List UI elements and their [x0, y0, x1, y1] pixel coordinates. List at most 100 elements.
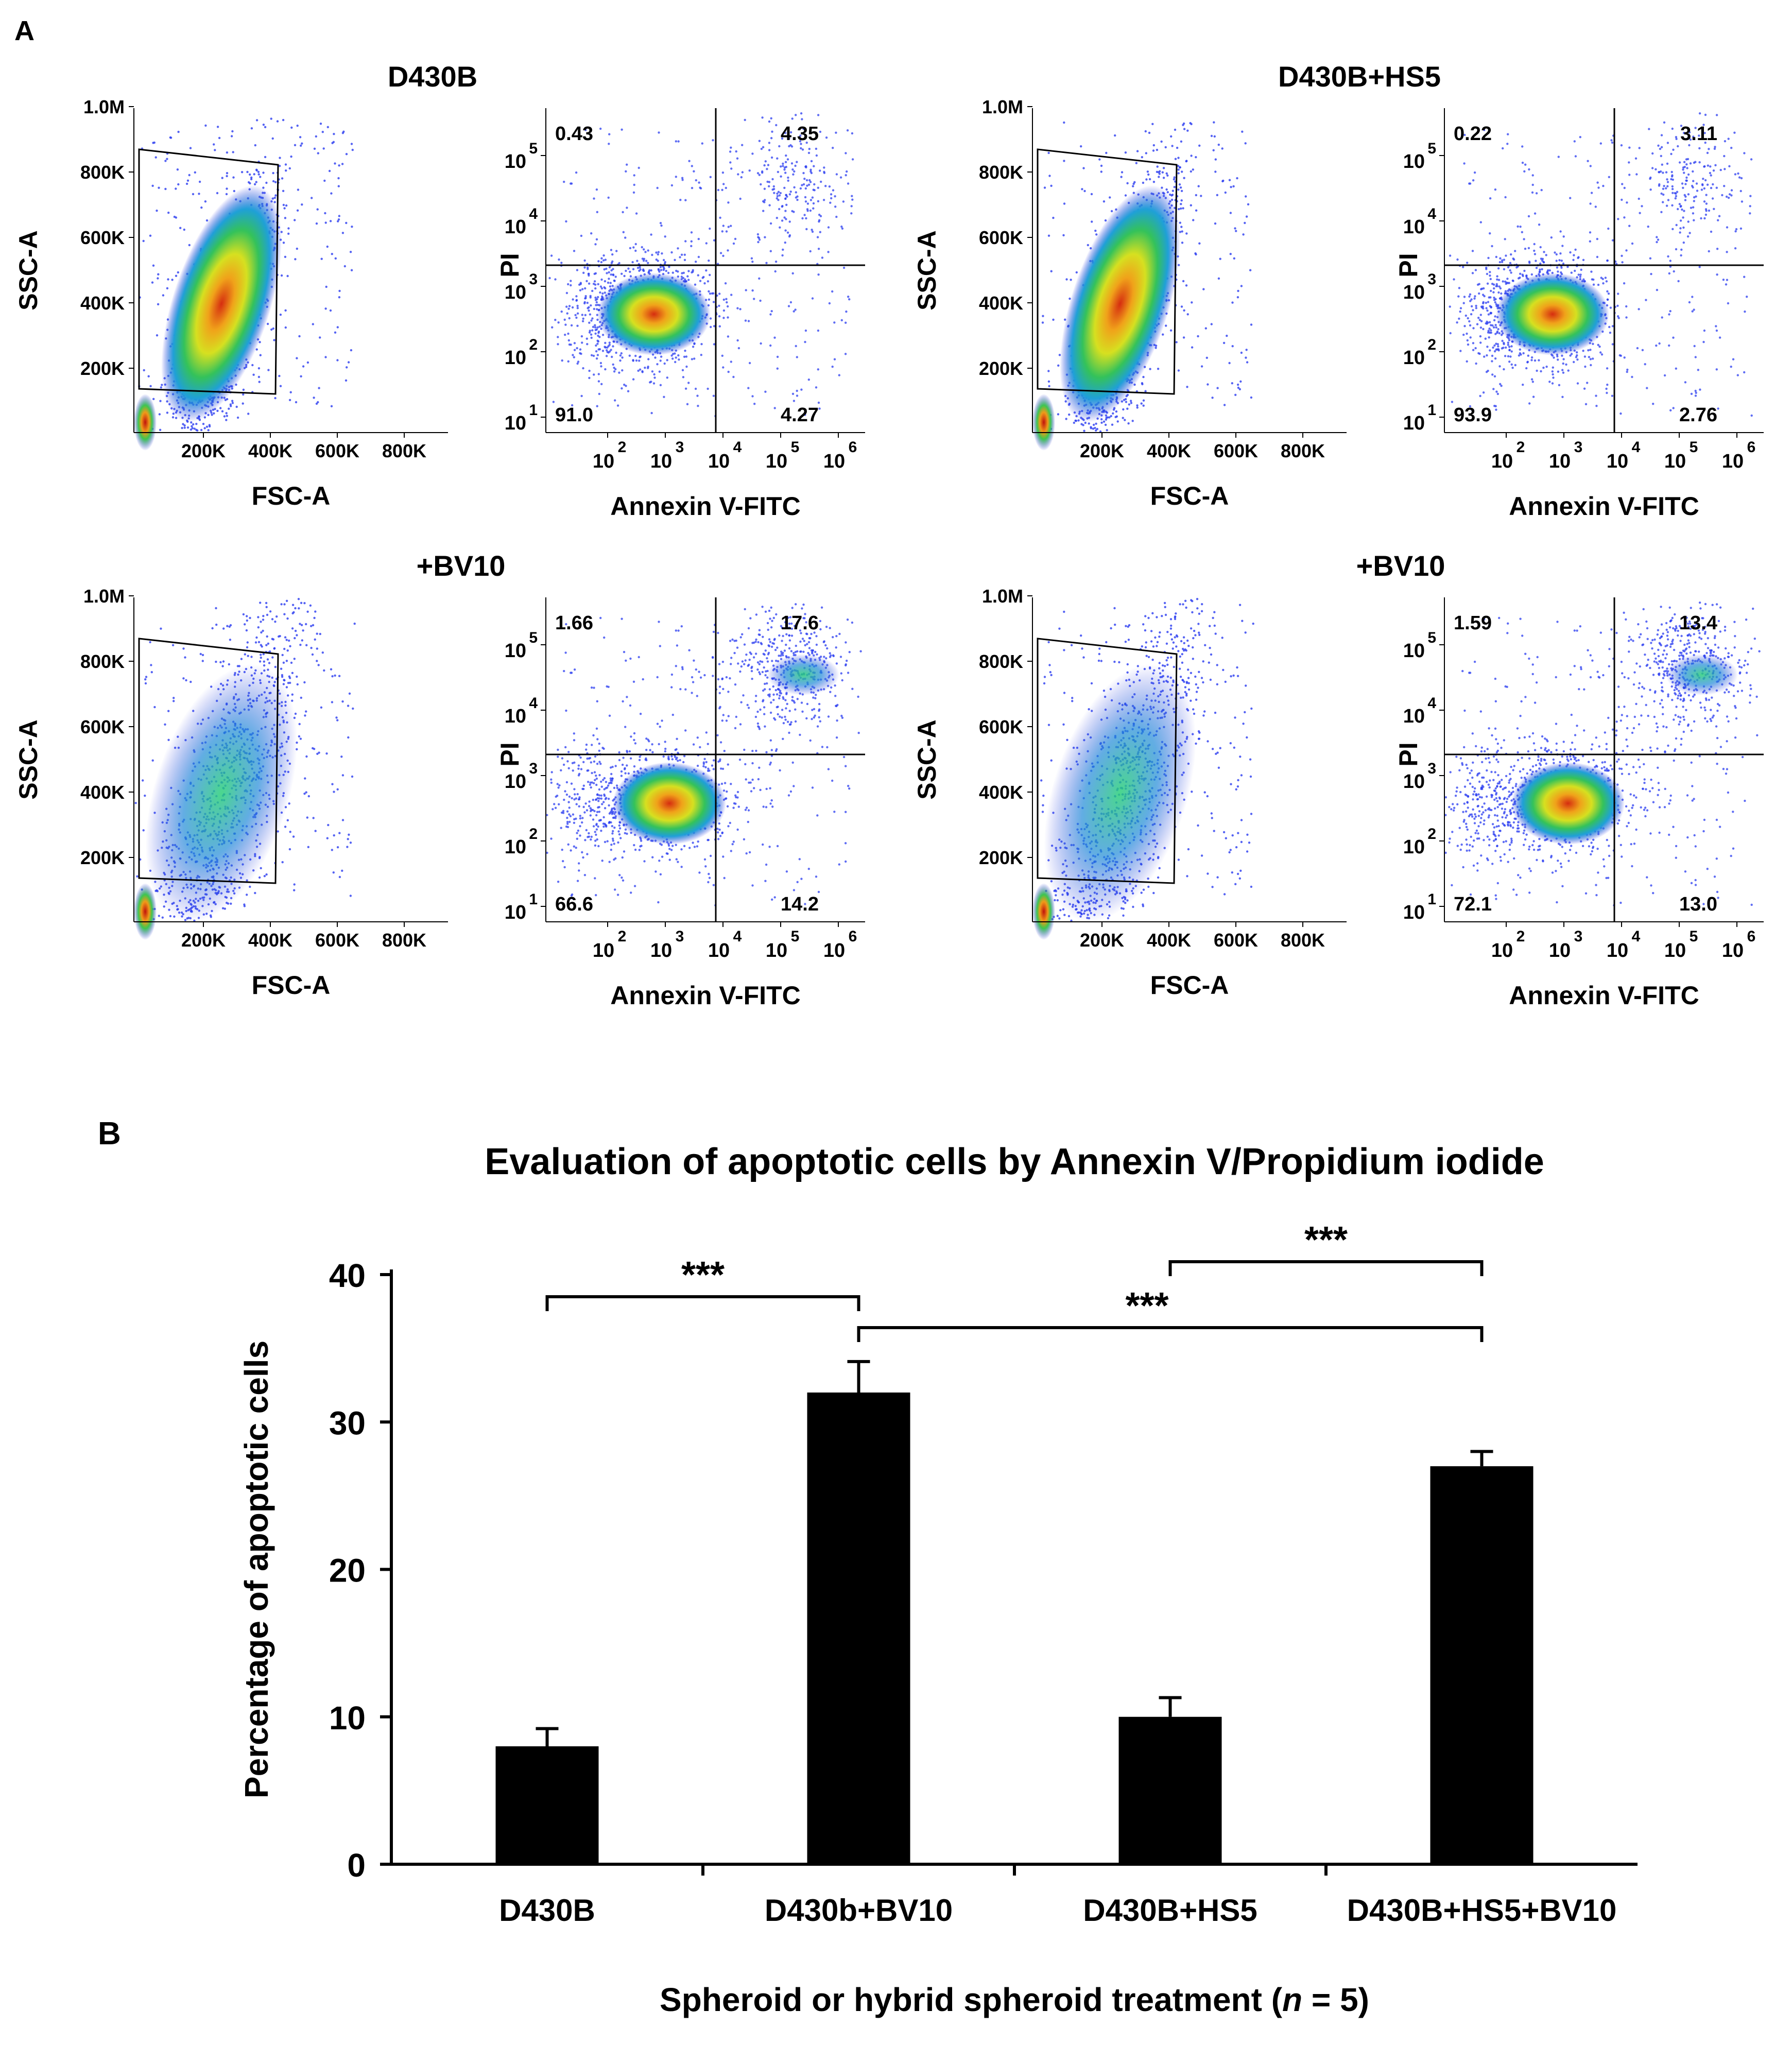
y-tick-exponent: 4 [529, 205, 538, 222]
y-axis-label: PI [495, 253, 524, 277]
quadrant-value-upper-left: 1.66 [555, 612, 593, 634]
x-tick-label: 200K [1080, 930, 1124, 951]
x-tick-label: 10 [823, 940, 845, 961]
x-axis-label: Annexin V-FITC [1509, 492, 1699, 521]
significance-bracket [1168, 1260, 1484, 1276]
y-tick-label: 600K [80, 227, 125, 248]
x-tick-label: 400K [248, 440, 292, 461]
gate-polygon [138, 638, 279, 884]
x-axis-label: FSC-A [1150, 971, 1229, 1000]
gate-polygon [1037, 638, 1178, 884]
x-tick-label: 200K [181, 440, 226, 461]
x-tick-label: 400K [1147, 440, 1191, 461]
condition-title: +BV10 [417, 549, 506, 582]
y-tick-label: 10 [1403, 902, 1425, 923]
x-tick-exponent: 3 [1574, 439, 1583, 456]
y-tick-exponent: 2 [1427, 826, 1436, 843]
y-tick-label: 10 [505, 151, 526, 173]
x-tick-label: 10 [1607, 451, 1628, 472]
y-axis-label: PI [495, 742, 524, 766]
y-tick-exponent: 5 [1427, 140, 1436, 157]
x-tick-label: 400K [248, 930, 292, 951]
x-tick-label: 10 [1549, 940, 1571, 961]
y-tick-label: 600K [979, 227, 1023, 248]
x-tick-label: 10 [1664, 451, 1686, 472]
panel-a: 200K 400K 600K 800K 200K 400K 600K 800K 1.0M FSC-… [14, 60, 1764, 1010]
quadrant-value-lower-left: 72.1 [1454, 893, 1492, 915]
x-tick-label: 600K [1214, 930, 1258, 951]
live-cell-cluster [1511, 762, 1625, 845]
y-tick-exponent: 4 [529, 695, 538, 712]
y-tick-label: 1.0M [982, 586, 1023, 607]
y-tick-label: 600K [80, 716, 125, 737]
scatter-plot-3: 200K 400K 600K 800K 200K 400K 600K 800K 1.0M FSC-… [14, 586, 448, 1000]
x-tick-label: 10 [766, 451, 787, 472]
quadrant-value-lower-right: 2.76 [1679, 404, 1717, 426]
x-tick-label: 10 [823, 451, 845, 472]
y-tick-label: 800K [979, 162, 1023, 183]
y-tick-label: 10 [329, 1699, 366, 1737]
y-tick-exponent: 2 [529, 336, 538, 353]
x-tick-exponent: 5 [791, 439, 800, 456]
y-tick-label: 200K [80, 847, 125, 868]
y-tick-label: 400K [979, 782, 1023, 803]
y-tick-label: 10 [505, 836, 526, 858]
y-tick-exponent: 3 [1427, 760, 1436, 777]
y-tick-label: 200K [80, 358, 125, 379]
y-tick-label: 10 [505, 640, 526, 662]
y-axis-label: Percentage of apoptotic cells [238, 1341, 275, 1798]
x-tick-label: 800K [1281, 930, 1325, 951]
scatter-plot-4: 200K 400K 600K 800K 200K 400K 600K 800K 1.0M FSC-… [912, 586, 1347, 1000]
significance-label: *** [681, 1255, 725, 1296]
y-tick-label: 800K [80, 651, 125, 672]
x-tick-label: 800K [382, 930, 426, 951]
y-tick-label: 10 [1403, 216, 1425, 238]
x-tick-exponent: 2 [1517, 928, 1525, 945]
y-tick-label: 0 [347, 1847, 366, 1884]
density-core [1060, 185, 1180, 423]
x-tick-exponent: 4 [733, 439, 742, 456]
x-tick-label: 200K [1080, 440, 1124, 461]
y-tick-exponent: 1 [1427, 402, 1436, 419]
debris-cluster [1032, 883, 1055, 940]
x-tick-exponent: 3 [676, 439, 684, 456]
density-core [145, 664, 298, 922]
x-tick-label: 10 [593, 940, 614, 961]
gate-polygon [138, 148, 279, 395]
y-tick-exponent: 3 [1427, 271, 1436, 288]
y-tick-label: 600K [979, 716, 1023, 737]
y-tick-exponent: 1 [1427, 891, 1436, 908]
significance-label: *** [1125, 1285, 1168, 1327]
category-label: D430b+BV10 [765, 1893, 953, 1928]
x-tick-label: 10 [1491, 451, 1513, 472]
y-tick-label: 10 [1403, 640, 1425, 662]
significance-bracket [545, 1295, 860, 1311]
x-tick-label: 10 [1722, 451, 1744, 472]
x-tick-exponent: 5 [1690, 439, 1698, 456]
y-tick-label: 10 [505, 347, 526, 369]
panel-label-a: A [14, 15, 35, 46]
quadrant-value-lower-right: 13.0 [1679, 893, 1717, 915]
quadrant-value-lower-left: 66.6 [555, 893, 593, 915]
y-tick-label: 10 [1403, 282, 1425, 303]
x-axis-label: Annexin V-FITC [610, 981, 800, 1010]
panel-label-b: B [98, 1116, 121, 1152]
x-tick-label: 400K [1147, 930, 1191, 951]
density-core [1044, 664, 1196, 922]
x-tick-exponent: 5 [791, 928, 800, 945]
x-tick-label: 10 [766, 940, 787, 961]
x-tick-label: 600K [315, 440, 359, 461]
scatter-plot-1: 200K 400K 600K 800K 200K 400K 600K 800K 1.0M FSC-… [14, 96, 448, 510]
x-tick-label: 800K [1281, 440, 1325, 461]
y-tick-exponent: 3 [529, 760, 538, 777]
quadrant-value-lower-right: 4.27 [781, 404, 819, 426]
x-tick-exponent: 6 [1747, 928, 1756, 945]
x-tick-label: 10 [1549, 451, 1571, 472]
x-tick-exponent: 4 [1632, 439, 1641, 456]
y-tick-label: 40 [329, 1257, 366, 1294]
y-tick-label: 800K [80, 162, 125, 183]
x-tick-label: 10 [593, 451, 614, 472]
